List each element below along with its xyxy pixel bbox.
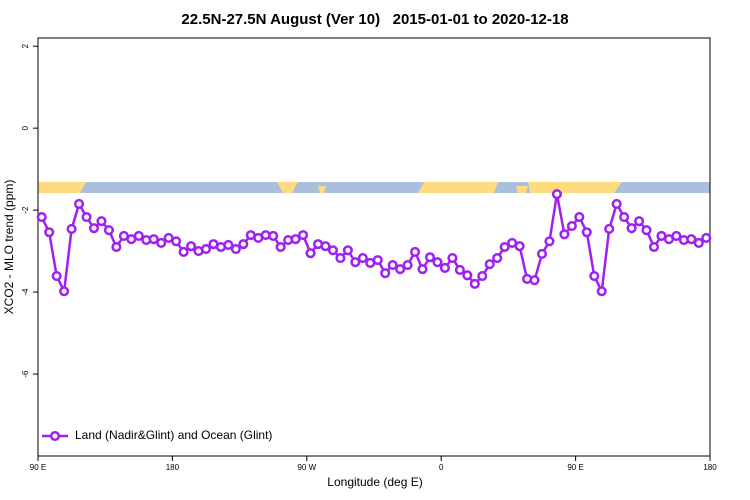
x-tick-label: 90 W xyxy=(297,463,316,472)
data-point xyxy=(402,259,413,271)
data-point xyxy=(88,223,100,234)
data-point xyxy=(387,259,398,271)
data-point xyxy=(59,286,70,297)
data-point xyxy=(103,225,114,236)
data-point xyxy=(417,264,428,275)
y-tick-label: 0 xyxy=(21,125,30,130)
data-point xyxy=(492,253,503,264)
data-point xyxy=(372,255,383,266)
data-point xyxy=(66,223,77,235)
data-point xyxy=(424,252,436,263)
data-point xyxy=(469,278,480,289)
data-point xyxy=(604,223,615,235)
data-point xyxy=(342,245,353,256)
land-segment xyxy=(528,182,622,193)
data-point xyxy=(693,237,704,248)
data-point xyxy=(290,234,301,245)
data-point xyxy=(36,212,47,223)
data-point xyxy=(335,253,346,264)
data-point xyxy=(133,230,144,241)
land-segment xyxy=(516,186,528,193)
data-point xyxy=(298,230,309,241)
data-point xyxy=(186,241,197,252)
data-point xyxy=(96,216,107,227)
data-point xyxy=(156,237,167,248)
y-tick-label: -4 xyxy=(21,288,30,296)
data-point xyxy=(619,212,630,223)
data-point xyxy=(566,221,577,232)
x-axis-label: Longitude (deg E) xyxy=(327,475,422,489)
data-point xyxy=(432,257,443,268)
data-point xyxy=(671,230,682,241)
data-point xyxy=(611,198,622,210)
x-tick-label: 0 xyxy=(439,463,444,472)
data-point xyxy=(357,253,368,264)
data-point xyxy=(223,239,234,251)
y-tick-label: -2 xyxy=(21,206,30,214)
data-point xyxy=(230,243,241,255)
land-ocean-band xyxy=(38,182,710,193)
data-point xyxy=(380,268,391,279)
data-point xyxy=(626,223,637,234)
data-point xyxy=(200,243,212,255)
data-point xyxy=(634,216,645,227)
data-point xyxy=(238,239,249,250)
data-point xyxy=(395,264,406,275)
data-point xyxy=(462,270,473,281)
data-point xyxy=(514,241,525,252)
x-tick-label: 180 xyxy=(166,463,180,472)
data-point xyxy=(544,236,555,247)
y-axis-label: XCO2 - MLO trend (ppm) xyxy=(2,180,16,315)
data-point xyxy=(178,246,189,257)
y-tick-label: 2 xyxy=(21,43,30,48)
data-point xyxy=(581,227,592,238)
data-point xyxy=(484,259,495,270)
data-point xyxy=(148,234,159,245)
data-point xyxy=(51,271,62,282)
data-point xyxy=(305,248,316,259)
x-tick-label: 90 E xyxy=(567,463,583,472)
x-tick-label: 180 xyxy=(703,463,717,472)
data-point xyxy=(44,227,55,238)
land-segment xyxy=(318,186,326,193)
data-point xyxy=(589,271,600,282)
data-point xyxy=(171,236,182,247)
data-point xyxy=(454,264,465,275)
data-point xyxy=(529,275,540,286)
land-segment xyxy=(418,182,498,193)
data-point xyxy=(74,198,85,210)
data-point xyxy=(477,271,488,282)
data-point xyxy=(499,241,510,253)
data-point xyxy=(81,212,92,223)
data-point xyxy=(447,253,458,264)
plot-frame xyxy=(37,37,711,457)
data-point xyxy=(268,230,279,241)
land-segment xyxy=(277,182,298,193)
legend-label: Land (Nadir&Glint) and Ocean (Glint) xyxy=(75,428,272,442)
land-segment xyxy=(38,182,86,193)
y-tick-label: -6 xyxy=(21,370,30,378)
data-point xyxy=(536,248,548,260)
data-point xyxy=(320,241,331,252)
data-point xyxy=(648,241,660,253)
data-point xyxy=(701,232,712,244)
data-point xyxy=(327,245,338,256)
data-point xyxy=(551,189,562,200)
data-point xyxy=(275,241,286,253)
data-point xyxy=(574,212,585,223)
data-point xyxy=(686,234,697,245)
ocean-strip xyxy=(38,182,710,193)
legend-marker xyxy=(49,430,61,442)
data-point xyxy=(439,262,450,273)
data-point xyxy=(350,257,361,268)
data-point xyxy=(641,225,652,236)
x-tick-label: 90 E xyxy=(30,463,46,472)
data-point xyxy=(111,241,122,253)
chart-title: 22.5N-27.5N August (Ver 10) 2015-01-01 t… xyxy=(181,11,568,28)
data-point xyxy=(410,246,421,257)
data-point xyxy=(596,286,607,297)
data-point xyxy=(559,229,570,240)
